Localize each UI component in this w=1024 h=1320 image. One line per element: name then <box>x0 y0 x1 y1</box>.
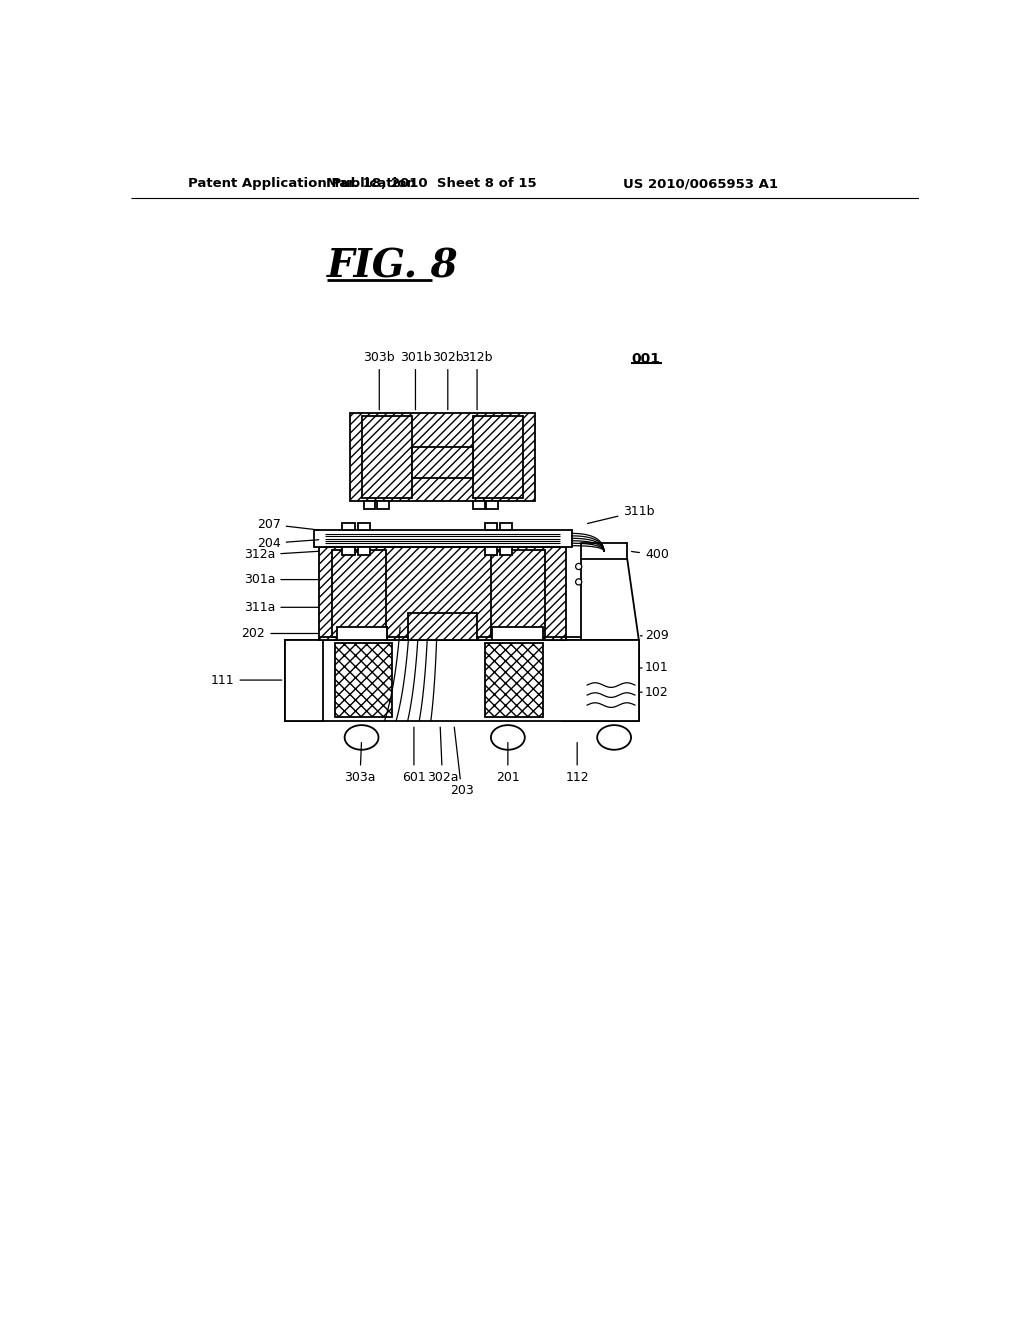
Bar <box>313 531 571 548</box>
Bar <box>486 502 498 508</box>
Bar <box>342 548 354 554</box>
Bar <box>484 643 543 718</box>
Bar <box>377 502 388 508</box>
Bar <box>361 416 412 498</box>
Bar <box>337 627 387 640</box>
Bar <box>285 640 323 721</box>
Bar <box>408 612 477 640</box>
Text: Mar. 18, 2010  Sheet 8 of 15: Mar. 18, 2010 Sheet 8 of 15 <box>326 177 537 190</box>
Text: 204: 204 <box>257 537 318 550</box>
Text: 303a: 303a <box>344 743 376 784</box>
Bar <box>473 416 523 498</box>
Bar <box>581 544 628 558</box>
Text: 111: 111 <box>211 673 282 686</box>
Bar <box>493 627 543 640</box>
Text: US 2010/0065953 A1: US 2010/0065953 A1 <box>624 177 778 190</box>
Ellipse shape <box>345 725 379 750</box>
Bar <box>319 548 565 640</box>
Text: 301b: 301b <box>399 351 431 409</box>
Text: 302a: 302a <box>427 727 458 784</box>
Text: 400: 400 <box>632 548 669 561</box>
Bar <box>350 413 535 502</box>
Bar <box>357 548 370 554</box>
Ellipse shape <box>490 725 525 750</box>
Bar <box>335 643 392 718</box>
Text: 202: 202 <box>242 627 318 640</box>
Bar <box>364 502 376 508</box>
Bar <box>484 548 497 554</box>
Text: 101: 101 <box>640 661 669 675</box>
Text: 302b: 302b <box>432 351 464 409</box>
Bar <box>490 550 545 636</box>
Text: 311b: 311b <box>588 504 655 524</box>
Bar <box>500 523 512 531</box>
Text: 201: 201 <box>496 743 520 784</box>
Text: FIG. 8: FIG. 8 <box>327 247 459 285</box>
Text: 102: 102 <box>640 685 669 698</box>
Bar <box>285 640 323 721</box>
Bar <box>337 627 387 640</box>
Text: 001: 001 <box>631 351 660 366</box>
Ellipse shape <box>597 725 631 750</box>
Text: 601: 601 <box>402 727 426 784</box>
Bar <box>562 640 639 721</box>
Bar <box>412 447 473 478</box>
Ellipse shape <box>575 578 582 585</box>
Bar <box>333 550 386 636</box>
Bar <box>494 627 543 640</box>
Text: 303b: 303b <box>364 351 395 409</box>
Text: 207: 207 <box>257 517 318 531</box>
Text: 312b: 312b <box>461 351 493 409</box>
Text: 203: 203 <box>450 727 473 797</box>
Text: 112: 112 <box>565 743 589 784</box>
Text: 209: 209 <box>640 630 669 643</box>
Bar <box>285 640 608 721</box>
Ellipse shape <box>575 564 582 570</box>
Bar <box>581 640 639 721</box>
Bar <box>342 523 354 531</box>
Text: 312a: 312a <box>244 548 318 561</box>
Bar <box>473 502 484 508</box>
Text: Patent Application Publication: Patent Application Publication <box>188 177 416 190</box>
Bar <box>484 523 497 531</box>
Bar <box>500 548 512 554</box>
Text: 311a: 311a <box>244 601 318 614</box>
Bar <box>357 523 370 531</box>
Text: 301a: 301a <box>244 573 318 586</box>
